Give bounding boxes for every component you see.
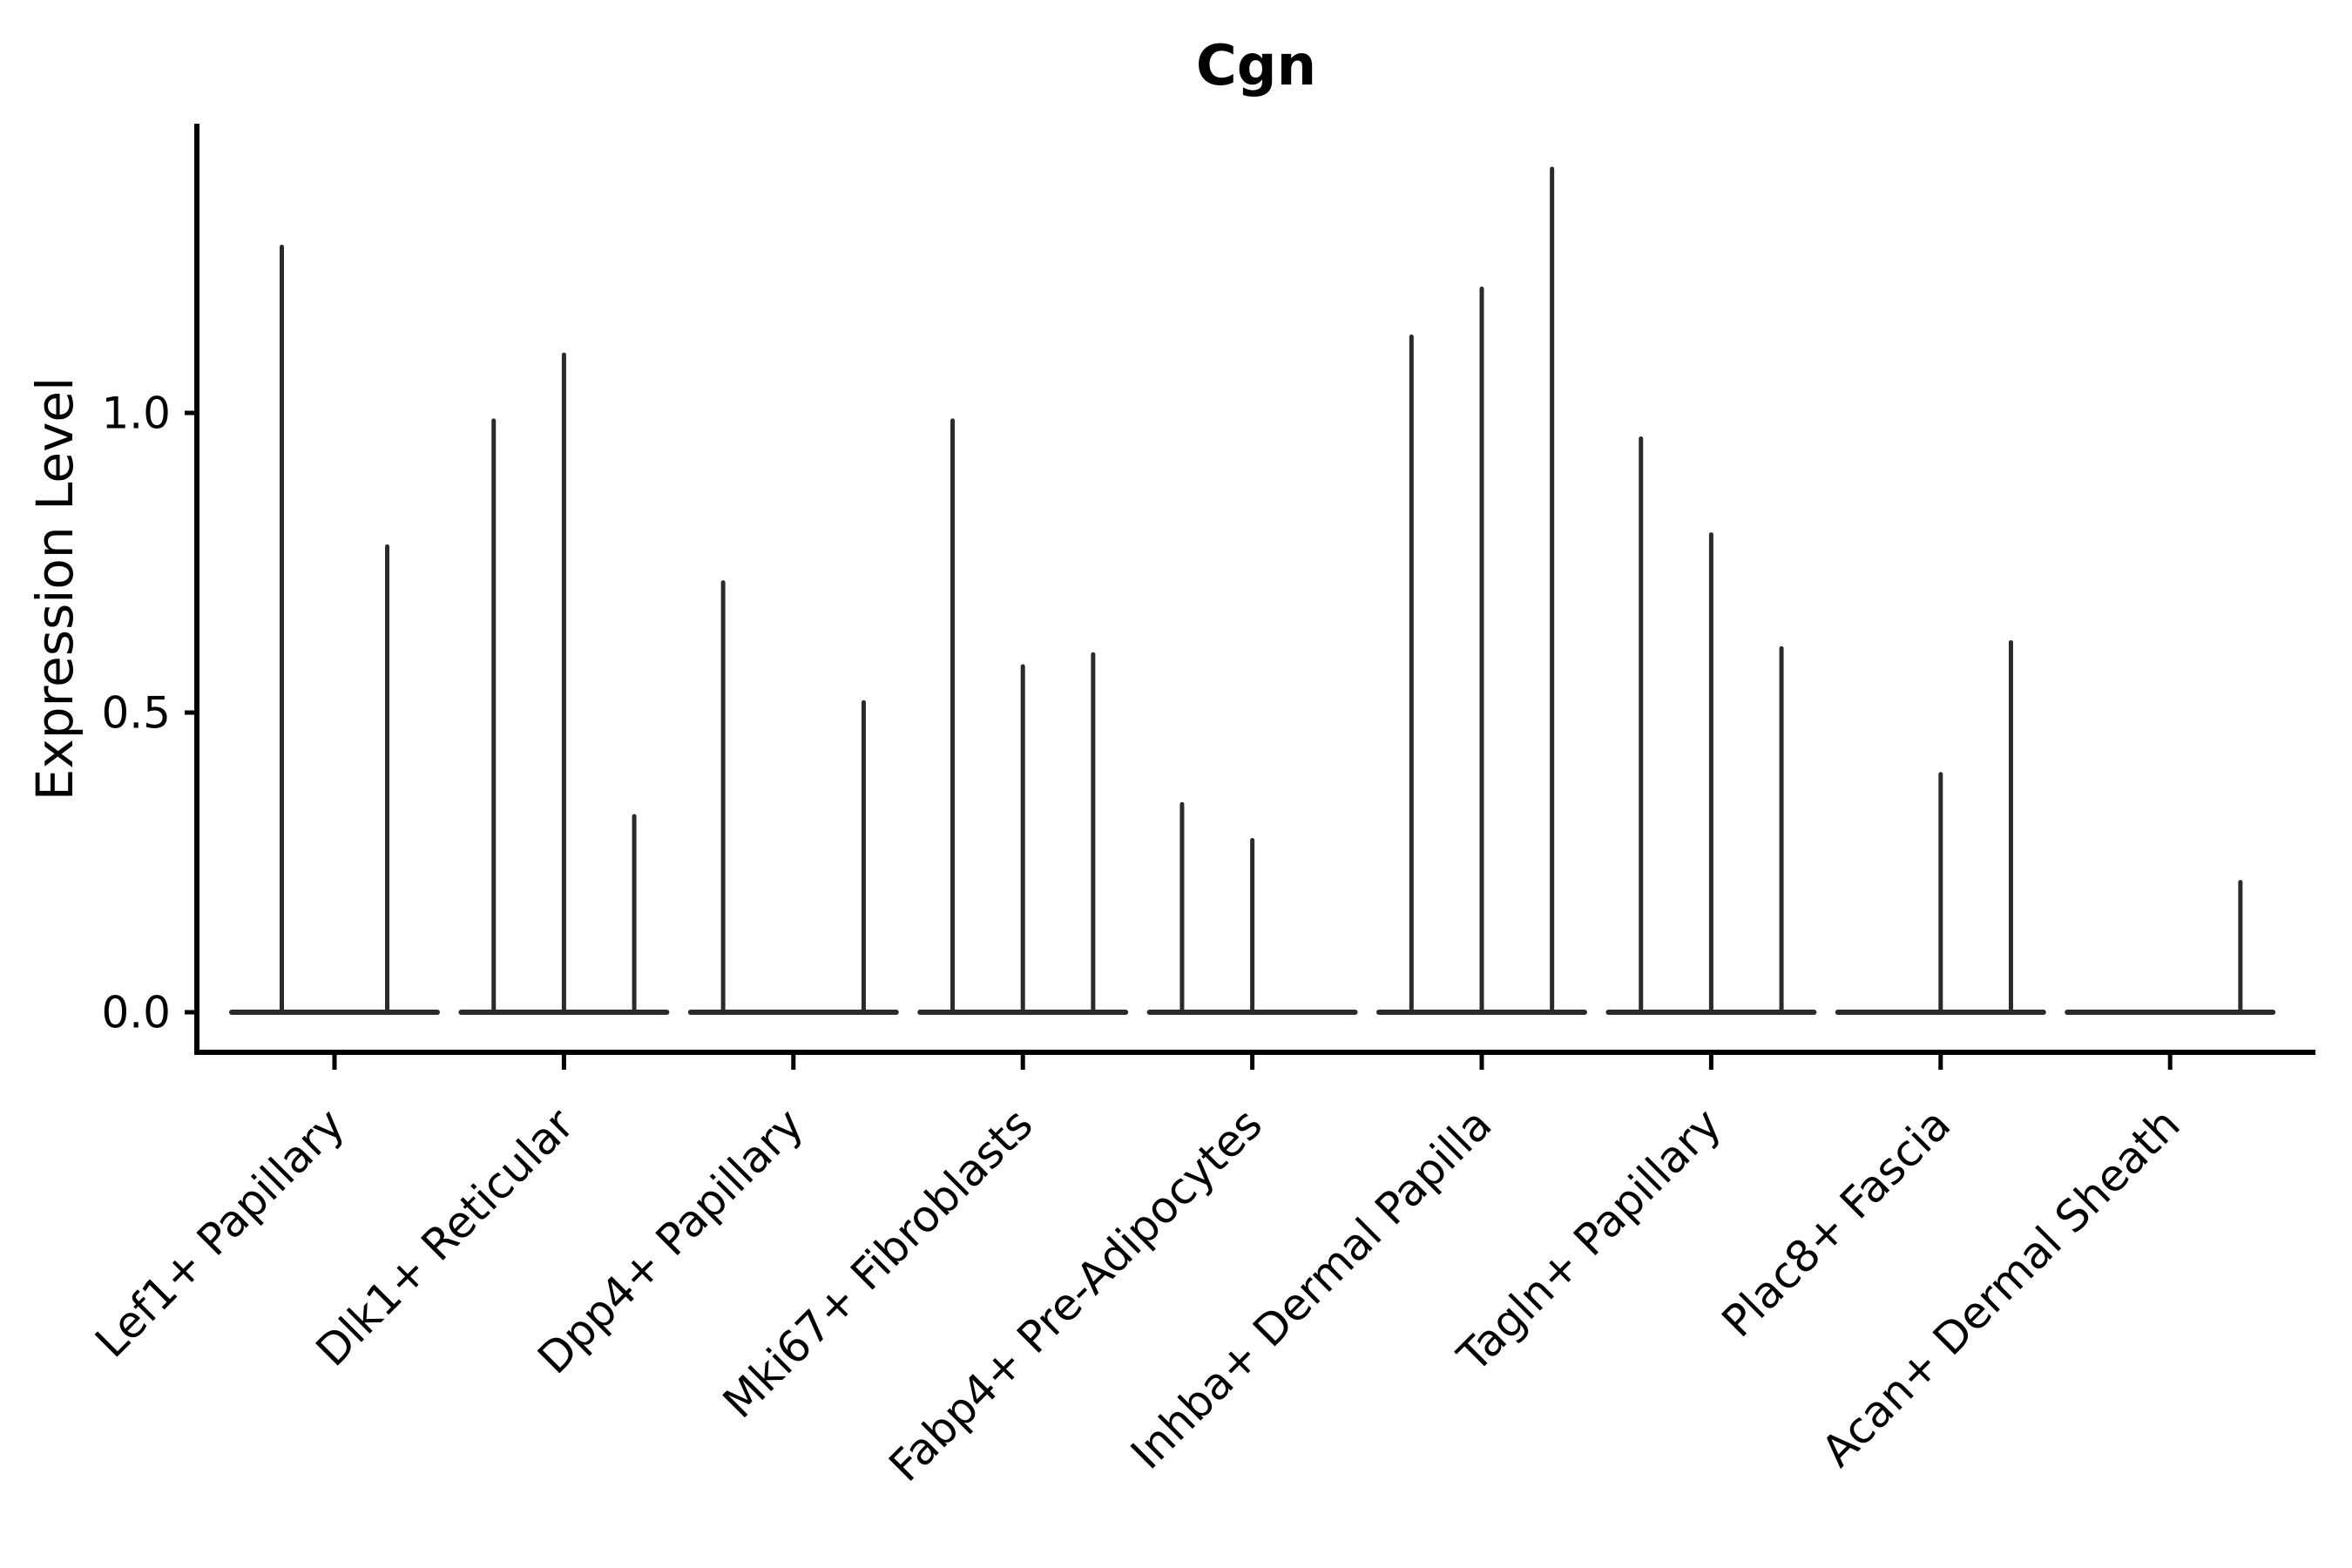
- axis-spines: [194, 124, 2315, 1055]
- y-axis-label: Expression Level: [25, 377, 84, 801]
- x-tick-label: Lef1+ Papillary: [85, 1098, 354, 1367]
- violins-layer: [229, 166, 2276, 1015]
- x-tick-label: Plac8+ Fascia: [1713, 1098, 1961, 1347]
- y-tick-label: 0.5: [101, 688, 171, 739]
- y-tick-label: 0.0: [101, 988, 171, 1038]
- x-tick-label: Fabp4+ Pre-Adipocytes: [880, 1098, 1273, 1491]
- chart-title: Cgn: [1196, 34, 1316, 98]
- y-axis-ticks: 0.0 0.5 1.0: [101, 389, 197, 1038]
- y-tick-label: 1.0: [101, 389, 171, 439]
